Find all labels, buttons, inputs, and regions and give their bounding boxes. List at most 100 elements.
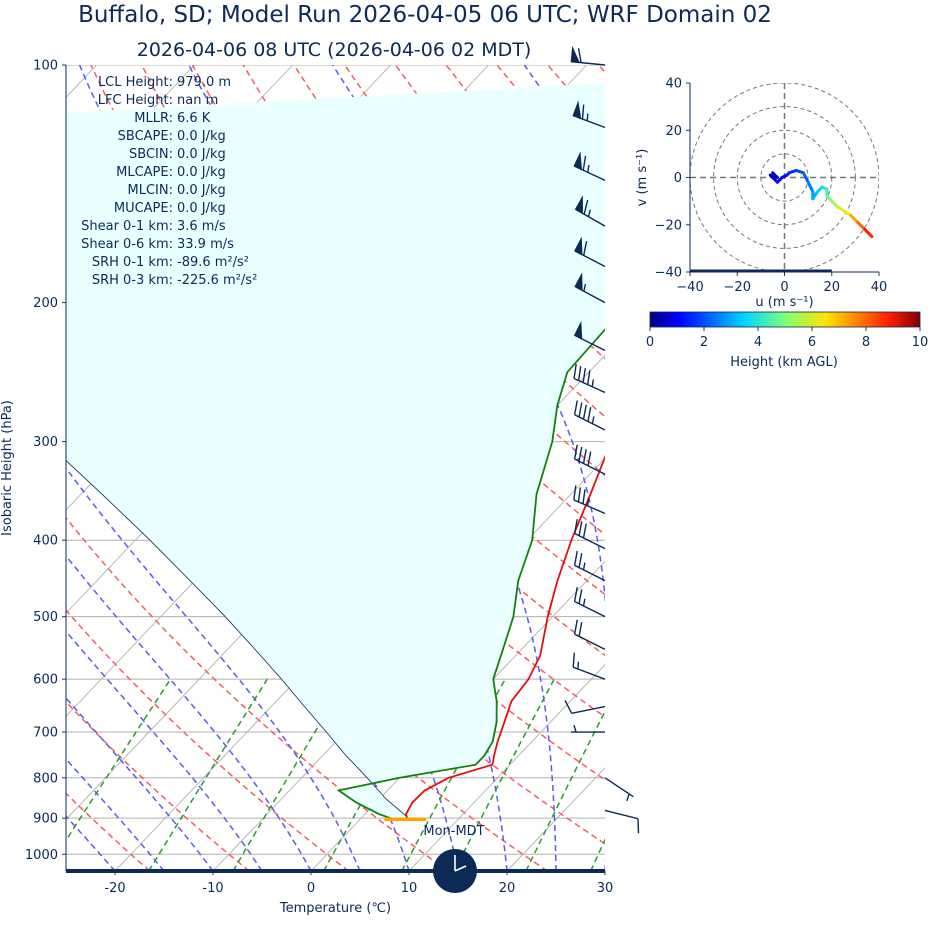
isotherm-line <box>703 65 928 871</box>
hodograph-segment <box>858 222 865 229</box>
barb-half <box>574 725 576 732</box>
barb-full <box>575 400 578 414</box>
barb-full <box>584 524 587 538</box>
y-tick-label: 900 <box>33 812 58 827</box>
x-tick-label: 10 <box>401 881 418 896</box>
hodograph-x-tick-label: 40 <box>871 280 888 295</box>
hodograph-x-label: u (m s⁻¹) <box>755 295 813 310</box>
y-tick-label: 600 <box>33 673 58 688</box>
isotherm-line <box>605 65 928 871</box>
barb-full <box>583 368 585 382</box>
barb-full <box>579 622 582 636</box>
x-tick-label: 0 <box>307 881 315 896</box>
hodograph-y-tick-label: 0 <box>674 171 682 186</box>
barb-full <box>584 449 587 463</box>
stat-value: -89.6 m²/s² <box>177 255 249 270</box>
wind-barb <box>605 810 638 833</box>
barb-full <box>573 653 574 668</box>
stat-value: 0.0 J/kg <box>177 147 226 162</box>
colorbar-tick-label: 2 <box>700 335 708 350</box>
stat-label: SRH 0-3 km: <box>92 273 173 288</box>
y-tick-label: 400 <box>33 534 58 549</box>
barb-half <box>588 499 589 506</box>
stat-label: MUCAPE: <box>114 201 173 216</box>
barb-shaft <box>575 415 605 430</box>
barb-full <box>588 407 591 421</box>
dry-adiabat-line <box>649 65 928 871</box>
barb-full <box>579 403 582 417</box>
hodograph-x-tick-label: −40 <box>676 280 703 295</box>
y-tick-label: 300 <box>33 435 58 450</box>
wind-barb <box>571 48 605 65</box>
figure-subtitle: 2026-04-06 08 UTC (2026-04-06 02 MDT) <box>137 39 532 61</box>
stat-label: SBCAPE: <box>118 129 173 144</box>
barb-full <box>574 364 576 378</box>
dry-adiabat-line <box>700 65 928 871</box>
clock-label: Mon-MDT <box>423 824 484 839</box>
dry-adiabat-line <box>751 65 928 871</box>
hodograph-segment <box>865 229 872 236</box>
colorbar-label: Height (km AGL) <box>730 355 838 370</box>
hodograph-x-tick-label: −20 <box>724 280 751 295</box>
colorbar-tick-label: 4 <box>754 335 762 350</box>
y-tick-label: 100 <box>33 59 58 74</box>
barb-shaft <box>575 601 605 616</box>
hodograph-y-tick-label: −40 <box>655 266 682 281</box>
barb-full <box>574 485 576 499</box>
stat-value: 0.0 J/kg <box>177 201 226 216</box>
colorbar-tick-label: 0 <box>646 335 654 350</box>
mixing-ratio-line <box>526 679 621 871</box>
barb-half <box>592 380 593 387</box>
stat-label: MLLR: <box>134 111 173 126</box>
hodograph-y-tick-label: −20 <box>655 218 682 233</box>
barb-full <box>579 553 582 567</box>
barb-full <box>575 620 578 634</box>
barb-full <box>575 551 578 565</box>
wind-barb <box>575 400 605 430</box>
wind-barb <box>605 778 633 801</box>
barb-shaft <box>575 565 605 580</box>
barb-shaft <box>605 810 638 818</box>
hodograph-y-label: v (m s⁻¹) <box>635 149 650 207</box>
x-tick-label: 20 <box>499 881 516 896</box>
x-tick-label: 30 <box>597 881 614 896</box>
stat-value: 6.6 K <box>177 111 211 126</box>
y-tick-label: 500 <box>33 610 58 625</box>
hodograph-segment <box>808 182 813 191</box>
barb-half <box>587 114 588 121</box>
wind-barb <box>573 653 605 679</box>
wind-barb <box>574 364 605 392</box>
mixing-ratio-line <box>591 679 682 871</box>
y-axis-label: Isobaric Height (hPa) <box>0 400 15 536</box>
stat-label: SBCIN: <box>129 147 173 162</box>
figure-title: Buffalo, SD; Model Run 2026-04-05 06 UTC… <box>78 2 772 28</box>
barb-half <box>578 662 579 669</box>
stat-label: MLCAPE: <box>116 165 173 180</box>
stat-label: LFC Height: <box>98 93 173 108</box>
colorbar-gradient <box>650 312 920 327</box>
barb-full <box>579 521 582 535</box>
mixing-ratio-line <box>638 679 726 871</box>
y-tick-label: 200 <box>33 296 58 311</box>
barb-shaft <box>572 707 605 714</box>
stat-value: 0.0 J/kg <box>177 183 226 198</box>
stat-value: 0.0 J/kg <box>177 165 226 180</box>
moist-adiabat-line <box>752 65 914 871</box>
barb-half <box>584 599 585 606</box>
moist-adiabat-line <box>703 65 781 871</box>
x-tick-label: -10 <box>202 881 223 896</box>
barb-shaft <box>575 533 605 548</box>
stat-label: Shear 0-1 km: <box>81 219 173 234</box>
barb-full <box>578 487 580 501</box>
hodograph-segment <box>851 215 858 222</box>
clock-icon <box>433 849 477 893</box>
barb-full <box>579 366 581 380</box>
barb-full <box>583 489 585 503</box>
stat-value: 0.0 J/kg <box>177 129 226 144</box>
hodograph-x-tick-label: 0 <box>780 280 788 295</box>
dry-adiabat-line <box>802 65 928 871</box>
stat-value: 33.9 m/s <box>177 237 234 252</box>
barb-flag <box>571 48 579 63</box>
